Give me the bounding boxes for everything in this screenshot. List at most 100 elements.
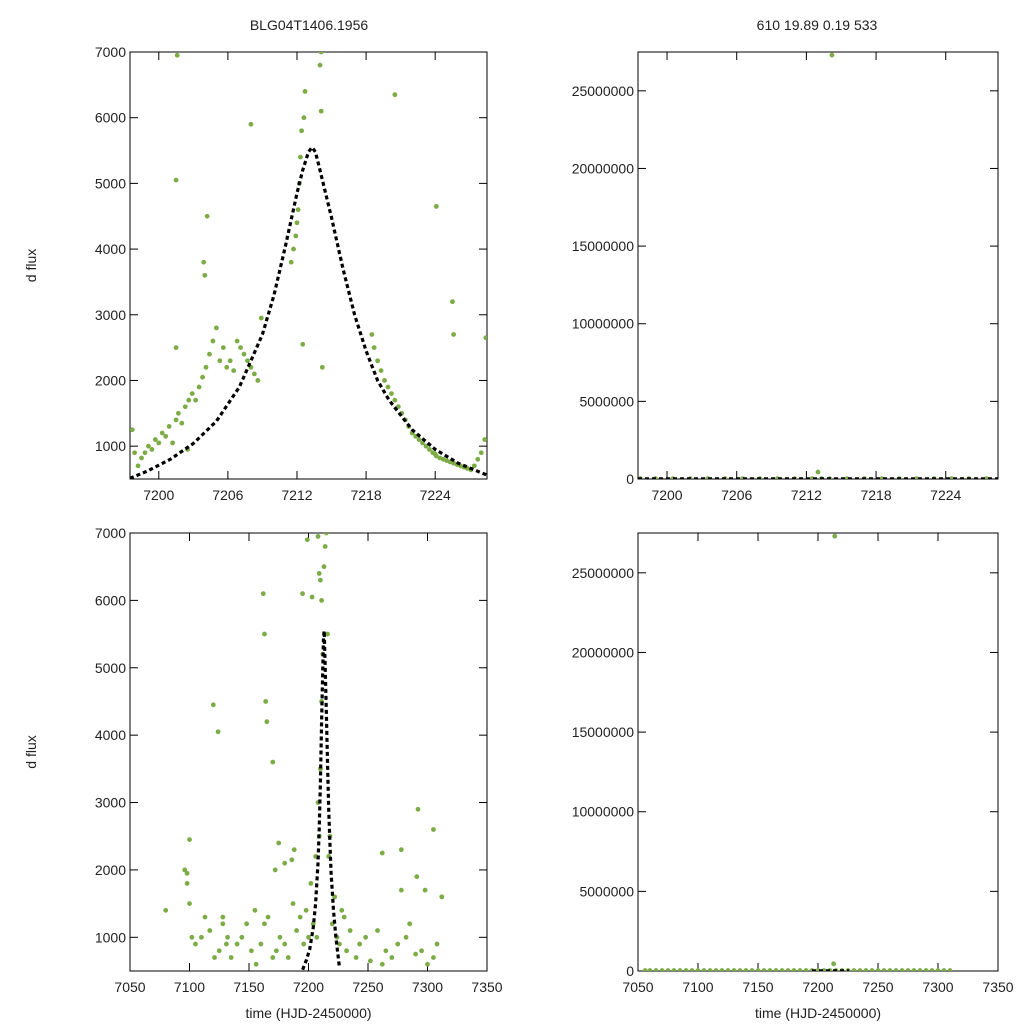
y-tick-label: 5000000 <box>579 393 634 409</box>
data-point <box>302 89 308 94</box>
data-point <box>983 476 989 479</box>
panel-bottom-left: 1000 2000 3000 4000 5000 6000 7000 7050 7100 7150… <box>23 525 503 1021</box>
x-tick-label: 7050 <box>114 979 145 995</box>
data-point <box>258 941 264 947</box>
data-point <box>173 417 179 423</box>
y-tick-label: 2000 <box>95 862 126 878</box>
y-tick-label: 4000 <box>95 727 126 743</box>
x-tick-label: 7212 <box>791 487 822 503</box>
data-point <box>671 968 677 971</box>
data-point <box>163 907 169 913</box>
data-point <box>701 968 707 971</box>
data-point <box>189 934 195 940</box>
data-point <box>341 914 347 920</box>
data-point <box>881 968 887 971</box>
data-point <box>174 52 180 58</box>
data-point <box>935 968 941 971</box>
data-point <box>677 968 683 971</box>
data-point <box>220 921 226 927</box>
y-tick-label: 10000000 <box>572 316 635 332</box>
data-point <box>422 887 428 893</box>
data-point <box>270 759 276 765</box>
data-point <box>779 968 785 971</box>
y-tick-label: 7000 <box>95 525 126 541</box>
data-point <box>207 928 213 933</box>
data-point <box>831 961 836 967</box>
x-tick-label: 7150 <box>233 979 264 995</box>
data-point <box>665 968 671 971</box>
data-point <box>252 907 258 913</box>
x-tick-label: 7100 <box>174 979 205 995</box>
data-point <box>731 968 737 971</box>
x-tick-label: 7224 <box>420 487 451 503</box>
model-curve <box>301 630 341 971</box>
data-point <box>317 62 323 68</box>
data-point <box>755 968 761 971</box>
data-point <box>173 177 179 183</box>
data-point <box>949 476 954 479</box>
data-point <box>213 325 219 331</box>
data-point <box>156 440 162 446</box>
data-point <box>255 378 261 383</box>
data-point <box>130 427 135 433</box>
data-point <box>202 914 208 920</box>
data-point <box>132 450 138 456</box>
data-point <box>248 948 254 954</box>
data-point <box>347 928 353 933</box>
x-axis-label: time (HJD-2450000) <box>245 1005 371 1021</box>
data-point <box>917 968 923 971</box>
data-point <box>248 121 254 127</box>
data-point <box>695 968 701 971</box>
data-point <box>203 364 209 370</box>
x-axis-label: time (HJD-2450000) <box>755 1005 881 1021</box>
data-point <box>434 941 440 947</box>
data-point <box>475 456 481 462</box>
data-point <box>239 934 245 940</box>
data-point <box>319 364 325 370</box>
data-point <box>301 115 307 121</box>
data-point <box>300 591 305 597</box>
data-point <box>929 968 935 971</box>
data-point <box>325 631 330 637</box>
data-point <box>431 955 436 960</box>
data-point <box>363 934 369 940</box>
y-tick-label: 10000000 <box>572 804 635 820</box>
data-point <box>282 860 288 866</box>
data-point <box>241 351 247 357</box>
x-tick-label: 7300 <box>412 979 443 995</box>
data-point <box>875 968 881 971</box>
data-point <box>251 371 257 377</box>
data-point <box>743 968 749 971</box>
data-point <box>407 921 413 927</box>
data-point <box>371 345 377 351</box>
data-point <box>642 968 648 971</box>
data-point <box>187 837 192 842</box>
data-point <box>318 52 324 55</box>
x-tick-label: 7218 <box>351 487 382 503</box>
data-point <box>941 968 947 971</box>
data-point <box>170 440 176 446</box>
data-point <box>893 968 899 971</box>
data-point <box>947 968 953 971</box>
data-point <box>316 571 322 576</box>
data-point <box>713 968 719 971</box>
y-tick-label: 2000 <box>95 372 126 388</box>
x-tick-label: 7218 <box>860 487 891 503</box>
data-point <box>749 968 755 971</box>
data-point <box>276 840 282 846</box>
y-tick-label: 6000 <box>95 110 126 126</box>
data-point <box>295 207 301 213</box>
data-point <box>378 368 384 374</box>
data-point <box>427 447 432 452</box>
data-point <box>911 968 917 971</box>
data-point <box>395 941 401 947</box>
panel-bottom-right: 0 5000000 10000000 15000000 20000000 25000000… <box>572 532 1014 1021</box>
data-point <box>791 968 797 971</box>
data-point <box>423 443 429 449</box>
data-point <box>314 934 320 940</box>
data-point <box>310 921 316 927</box>
data-point <box>398 887 404 893</box>
data-point <box>439 894 445 900</box>
x-tick-label: 7250 <box>862 979 893 995</box>
data-point <box>337 941 342 947</box>
